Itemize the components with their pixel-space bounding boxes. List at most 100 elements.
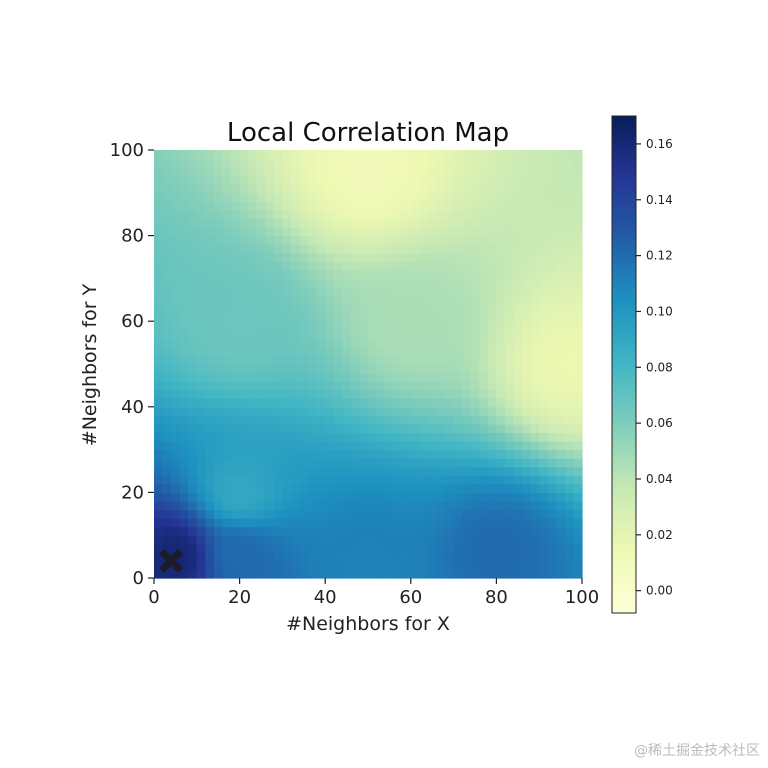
heatmap-cell [393, 329, 403, 339]
heatmap-cell [239, 192, 249, 202]
heatmap-cell [239, 372, 249, 382]
heatmap-cell [162, 201, 172, 211]
heatmap-cell [504, 381, 515, 391]
heatmap-cell [308, 346, 318, 357]
heatmap-cell [470, 295, 480, 305]
heatmap-cell [308, 295, 318, 305]
heatmap-cell [522, 235, 532, 245]
heatmap-cell [393, 492, 403, 502]
heatmap-cell [239, 569, 249, 579]
heatmap-cell [213, 509, 224, 519]
heatmap-cell [522, 475, 532, 485]
heatmap-cell [308, 355, 318, 365]
heatmap-cell [504, 423, 515, 434]
heatmap-cell [453, 218, 463, 228]
heatmap-cell [410, 158, 420, 168]
heatmap-cell [513, 209, 523, 220]
heatmap-cell [222, 192, 232, 202]
heatmap-cell [316, 483, 326, 493]
heatmap-cell [188, 389, 198, 399]
heatmap-cell [564, 569, 575, 579]
heatmap-cell [453, 321, 463, 331]
heatmap-cell [368, 192, 378, 202]
heatmap-cell [231, 218, 241, 228]
heatmap-cell [385, 500, 395, 511]
heatmap-cell [513, 423, 523, 434]
heatmap-cell [154, 543, 164, 553]
heatmap-cell [290, 261, 301, 271]
heatmap-cell [290, 552, 301, 562]
heatmap-cell [385, 209, 395, 220]
heatmap-cell [350, 364, 361, 374]
heatmap-cell [479, 543, 489, 553]
heatmap-cell [436, 466, 446, 476]
heatmap-cell [179, 355, 189, 365]
heatmap-cell [487, 235, 497, 245]
heatmap-cell [308, 526, 318, 536]
heatmap-cell [222, 295, 232, 305]
heatmap-cell [530, 492, 540, 502]
heatmap-cell [154, 398, 164, 408]
heatmap-cell [445, 167, 455, 177]
heatmap-cell [496, 150, 506, 160]
heatmap-cell [462, 261, 472, 271]
heatmap-cell [556, 321, 566, 331]
heatmap-cell [239, 518, 249, 528]
heatmap-cell [419, 209, 429, 220]
heatmap-cell [213, 560, 224, 571]
heatmap-cell [368, 158, 378, 168]
heatmap-cell [256, 543, 266, 553]
heatmap-cell [325, 201, 335, 211]
heatmap-cell [385, 235, 395, 245]
heatmap-cell [547, 449, 557, 459]
heatmap-cell [316, 355, 326, 365]
heatmap-cell [573, 458, 583, 468]
heatmap-cell [316, 552, 326, 562]
heatmap-cell [273, 304, 283, 314]
heatmap-cell [179, 201, 189, 211]
heatmap-cell [522, 500, 532, 511]
heatmap-cell [231, 269, 241, 279]
heatmap-cell [256, 295, 266, 305]
heatmap-cell [248, 158, 258, 168]
heatmap-cell [573, 244, 583, 254]
heatmap-cell [188, 244, 198, 254]
heatmap-cell [445, 423, 455, 434]
heatmap-cell [231, 569, 241, 579]
heatmap-cell [273, 543, 283, 553]
heatmap-cell [162, 295, 172, 305]
heatmap-cell [265, 483, 275, 493]
heatmap-cell [308, 381, 318, 391]
heatmap-cell [299, 261, 309, 271]
heatmap-cell [573, 167, 583, 177]
heatmap-cell [547, 364, 557, 374]
heatmap-cell [530, 543, 540, 553]
heatmap-cell [513, 184, 523, 194]
heatmap-cell [393, 458, 403, 468]
heatmap-cell [376, 192, 386, 202]
heatmap-cell [222, 304, 232, 314]
heatmap-cell [290, 269, 301, 279]
heatmap-cell [402, 269, 412, 279]
heatmap-cell [419, 458, 429, 468]
heatmap-cell [522, 526, 532, 536]
heatmap-cell [564, 432, 575, 442]
heatmap-cell [239, 244, 249, 254]
heatmap-cell [564, 535, 575, 545]
heatmap-cell [522, 355, 532, 365]
heatmap-cell [299, 526, 309, 536]
heatmap-cell [410, 329, 420, 339]
heatmap-cell [547, 286, 557, 297]
heatmap-cell [368, 201, 378, 211]
heatmap-cell [556, 526, 566, 536]
heatmap-cell [556, 560, 566, 571]
heatmap-cell [368, 458, 378, 468]
heatmap-cell [470, 492, 480, 502]
heatmap-cell [162, 261, 172, 271]
heatmap-cell [462, 389, 472, 399]
heatmap-cell [496, 406, 506, 416]
heatmap-cell [196, 201, 206, 211]
heatmap-cell [239, 492, 249, 502]
heatmap-cell [445, 192, 455, 202]
heatmap-cell [385, 329, 395, 339]
